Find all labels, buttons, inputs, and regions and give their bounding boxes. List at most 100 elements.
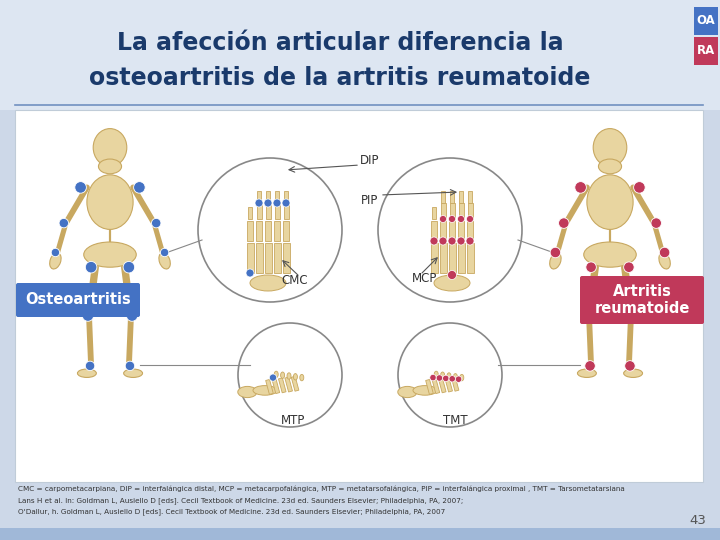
Bar — [449, 243, 456, 273]
Text: O'Dallur, h. Goldman L, Ausiello D [eds]. Cecil Textbook of Medicine. 23d ed. Sa: O'Dallur, h. Goldman L, Ausiello D [eds]… — [18, 508, 445, 515]
Circle shape — [625, 361, 635, 371]
Ellipse shape — [93, 129, 127, 166]
Circle shape — [82, 310, 94, 321]
Circle shape — [467, 215, 474, 222]
Ellipse shape — [434, 371, 438, 377]
Bar — [279, 378, 286, 393]
Circle shape — [439, 237, 447, 245]
Bar — [282, 243, 289, 273]
Bar — [441, 191, 445, 203]
Text: CMC = carpometacarpiana, DIP = interfalángica distal, MCP = metacarpofalángica, : CMC = carpometacarpiana, DIP = interfalá… — [18, 486, 625, 492]
Bar — [266, 191, 270, 203]
Circle shape — [86, 361, 95, 370]
Bar — [274, 221, 280, 241]
Circle shape — [559, 218, 569, 228]
Ellipse shape — [454, 374, 457, 380]
Bar — [274, 203, 279, 219]
Ellipse shape — [281, 372, 284, 379]
Bar — [266, 380, 274, 394]
Circle shape — [651, 218, 662, 228]
Text: RA: RA — [697, 44, 715, 57]
Bar — [432, 379, 440, 394]
Bar — [15, 110, 703, 482]
Circle shape — [161, 248, 168, 256]
Circle shape — [660, 247, 670, 258]
Ellipse shape — [624, 369, 642, 377]
Circle shape — [626, 310, 638, 321]
Text: La afección articular diferencia la: La afección articular diferencia la — [117, 31, 563, 55]
Bar — [264, 243, 271, 273]
Circle shape — [457, 237, 465, 245]
Bar — [256, 243, 263, 273]
Text: CMC: CMC — [282, 273, 308, 287]
Bar — [431, 243, 438, 273]
Circle shape — [125, 361, 135, 370]
Bar — [451, 376, 459, 391]
Circle shape — [436, 375, 443, 381]
Bar — [458, 221, 464, 241]
Bar — [292, 376, 299, 391]
Bar — [457, 243, 464, 273]
Bar — [467, 221, 473, 241]
Bar — [450, 191, 454, 203]
FancyBboxPatch shape — [16, 283, 140, 317]
Text: PIP: PIP — [361, 193, 379, 206]
Ellipse shape — [250, 275, 286, 291]
Circle shape — [466, 237, 474, 245]
Ellipse shape — [434, 275, 470, 291]
Bar — [432, 207, 436, 219]
Bar — [247, 221, 253, 241]
Bar — [459, 191, 463, 203]
Circle shape — [439, 215, 446, 222]
Bar — [284, 203, 289, 219]
Bar — [256, 221, 262, 241]
Ellipse shape — [397, 387, 417, 397]
Circle shape — [586, 262, 596, 273]
Circle shape — [126, 310, 138, 321]
Text: OA: OA — [697, 15, 716, 28]
Circle shape — [430, 374, 436, 381]
Circle shape — [585, 361, 595, 371]
Circle shape — [59, 218, 68, 228]
Bar — [266, 203, 271, 219]
Circle shape — [151, 218, 161, 228]
Bar — [246, 243, 253, 273]
Ellipse shape — [294, 374, 297, 380]
Bar — [468, 191, 472, 203]
Ellipse shape — [413, 386, 437, 395]
Text: osteoartritis de la artritis reumatoide: osteoartritis de la artritis reumatoide — [89, 66, 590, 90]
Circle shape — [282, 199, 290, 207]
Bar — [285, 377, 292, 392]
Bar — [257, 191, 261, 203]
Ellipse shape — [460, 374, 464, 381]
Bar — [426, 380, 433, 394]
Bar — [449, 203, 454, 219]
Bar — [248, 207, 252, 219]
Ellipse shape — [238, 387, 257, 397]
Bar — [459, 203, 464, 219]
Circle shape — [273, 199, 281, 207]
Circle shape — [448, 237, 456, 245]
Text: TMT: TMT — [443, 414, 467, 427]
Ellipse shape — [159, 253, 171, 269]
Circle shape — [123, 261, 135, 273]
Ellipse shape — [300, 374, 304, 381]
Circle shape — [575, 181, 586, 193]
Ellipse shape — [593, 129, 627, 166]
Bar — [265, 221, 271, 241]
Bar — [467, 243, 474, 273]
Text: Artritis
reumatoide: Artritis reumatoide — [594, 284, 690, 316]
Circle shape — [582, 310, 594, 321]
Circle shape — [430, 237, 438, 245]
Bar — [256, 203, 261, 219]
Ellipse shape — [549, 253, 561, 269]
Circle shape — [449, 215, 456, 222]
Text: Lans H et al. In: Goldman L, Ausiello D [eds]. Cecil Textbook of Medicine. 23d e: Lans H et al. In: Goldman L, Ausiello D … — [18, 497, 463, 504]
Ellipse shape — [124, 369, 143, 377]
Circle shape — [443, 375, 449, 382]
Bar — [0, 528, 720, 540]
Bar — [275, 191, 279, 203]
Text: DIP: DIP — [360, 153, 379, 166]
Text: MTP: MTP — [281, 414, 305, 427]
Ellipse shape — [659, 253, 670, 269]
